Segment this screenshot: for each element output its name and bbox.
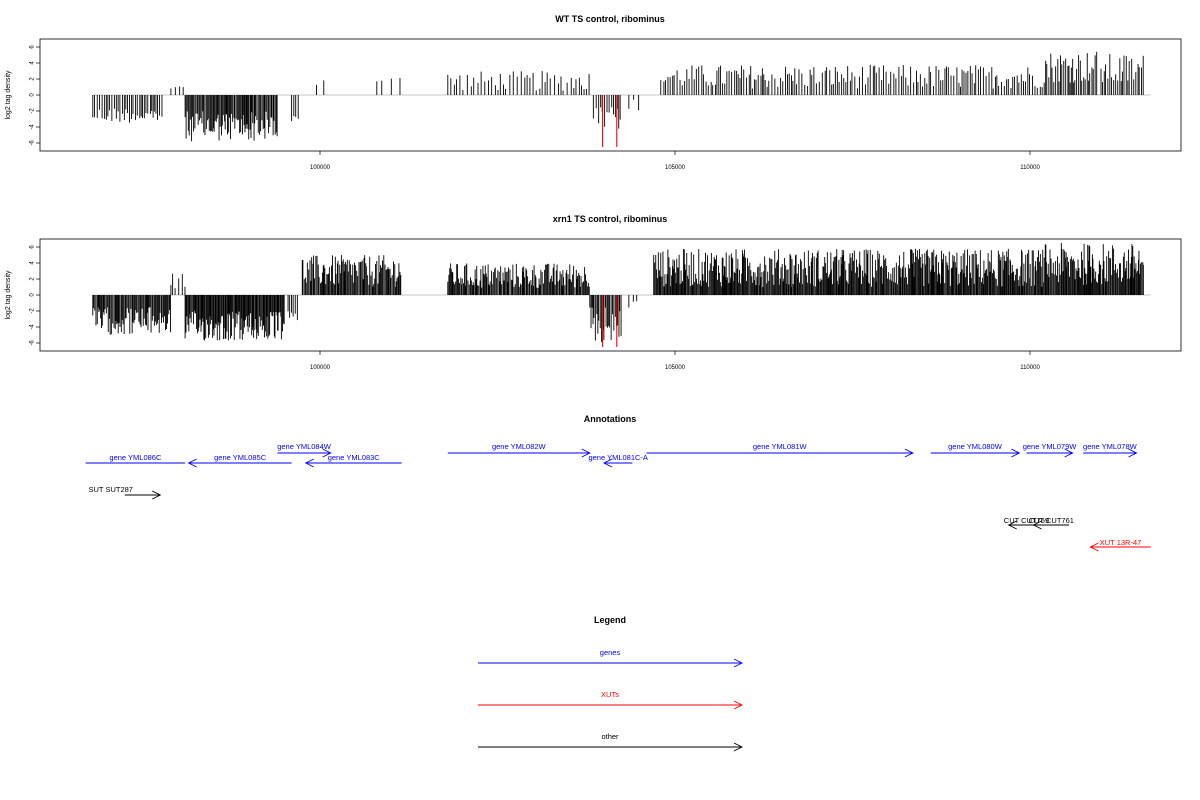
x-tick-label: 105000 [665,365,686,371]
y-tick-label: 0 [30,93,36,97]
legend-item: genes [478,648,744,668]
feature-head [152,490,162,500]
y-tick-label: 6 [30,245,36,249]
y-tick-label: -4 [30,324,36,330]
feature-head [904,448,914,458]
legend-item: other [478,732,744,752]
y-tick-label: 2 [30,77,36,81]
feature-label: CUT CUT759 [1004,516,1049,525]
y-tick-label: 2 [30,277,36,281]
feature-label: gene YML086C [109,453,162,462]
feature-label: gene YML080W [948,442,1003,451]
panel-title: WT TS control, ribominus [555,14,665,24]
feature-gene: gene YML079W [1023,442,1078,458]
feature-gene: gene YML086C [85,453,186,464]
x-tick-label: 100000 [310,365,331,371]
legend-panel: Legend genes XUTs other [478,615,744,752]
y-tick-label: 4 [30,61,36,65]
legend-arrow-head [733,700,744,710]
legend-label: XUTs [601,690,619,699]
axes: 6 4 2 0 -2 -4 -6 100000 105000 110000 [30,245,1041,371]
feature-head [1089,542,1099,552]
feature-label: SUT SUT287 [89,485,133,494]
y-axis-label: log2 tag density [5,70,12,120]
legend-items: genes XUTs other [478,648,744,752]
feature-tracks: gene YML086C gene YML085C gene YML084W gene… [85,442,1151,552]
feature-label: gene YML081W [753,442,808,451]
density-bars [92,243,1151,347]
annotations-panel: Annotations gene YML086C gene YML085Cgene… [85,414,1151,552]
feature-label: gene YML082W [492,442,547,451]
feature-label: gene YML084W [277,442,332,451]
x-tick-label: 100000 [310,165,331,171]
feature-head [1007,520,1017,530]
feature-gene: gene YML081C-A [588,453,648,468]
feature-head [304,458,315,468]
feature-label: gene YML081C-A [588,453,647,462]
annotations-title: Annotations [584,414,637,424]
legend-title: Legend [594,615,626,625]
feature-label: XUT 13R-47 [1100,538,1142,547]
feature-gene: gene YML078W [1083,442,1138,458]
feature-head [322,448,332,458]
feature-other: SUT SUT287 [89,485,162,500]
x-tick-label: 105000 [665,165,686,171]
wt-density-panel: WT TS control, ribominus log2 tag densit… [5,14,1182,171]
feature-label: gene YML083C [328,453,381,462]
x-tick-label: 110000 [1020,365,1040,371]
feature-head [1064,448,1074,458]
feature-label: CUT CUT761 [1029,516,1074,525]
feature-label: gene YML078W [1083,442,1138,451]
legend-label: genes [600,648,621,657]
feature-gene: gene YML083C [304,453,402,468]
y-axis-label: log2 tag density [5,270,12,320]
y-tick-label: 0 [30,293,36,297]
legend-label: other [601,732,619,741]
feature-gene: gene YML085C [187,453,292,468]
feature-gene: gene YML081W [646,442,914,458]
density-bars [92,51,1151,147]
feature-gene: gene YML084W [277,442,332,458]
y-tick-label: 4 [30,261,36,265]
y-tick-label: -2 [30,108,36,114]
legend-item: XUTs [478,690,744,710]
legend-arrow-head [733,658,744,668]
feature-gene: gene YML082W [447,442,591,458]
feature-gene: gene YML080W [930,442,1021,458]
feature-label: gene YML079W [1023,442,1078,451]
y-tick-label: 6 [30,45,36,49]
x-tick-label: 110000 [1020,165,1040,171]
feature-head [602,458,613,468]
y-tick-label: -6 [30,340,36,346]
feature-other: CUT CUT761 [1029,516,1074,530]
feature-label: gene YML085C [214,453,267,462]
feature-head [1011,448,1021,458]
axes: 6 4 2 0 -2 -4 -6 100000 105000 110000 [30,45,1041,171]
legend-arrow-head [733,742,744,752]
feature-head [1032,520,1042,530]
xrn1-density-panel: xrn1 TS control, ribominus log2 tag dens… [5,214,1182,371]
y-tick-label: -6 [30,140,36,146]
feature-head [1128,448,1138,458]
panel-title: xrn1 TS control, ribominus [553,214,668,224]
feature-xut: XUT 13R-47 [1089,538,1151,552]
feature-head [581,448,591,458]
feature-head [187,458,197,468]
y-tick-label: -4 [30,124,36,130]
y-tick-label: -2 [30,308,36,314]
